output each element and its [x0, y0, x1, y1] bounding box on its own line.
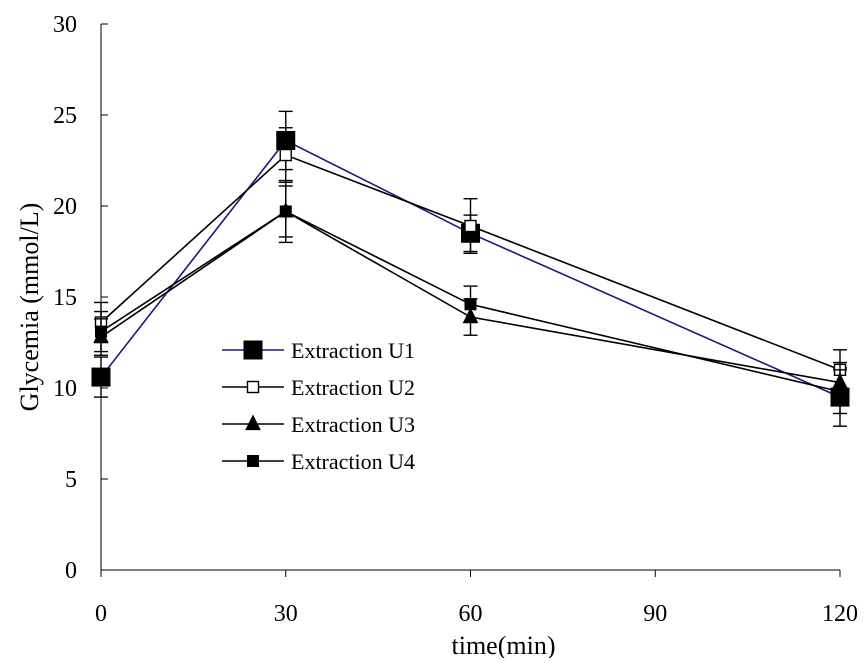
x-tick-label: 90	[643, 601, 667, 627]
legend-marker	[247, 455, 259, 467]
legend-entry-3: Extraction U3	[222, 412, 415, 437]
x-tick-label: 60	[459, 601, 483, 627]
data-point	[464, 219, 477, 233]
y-tick-label: 15	[53, 285, 77, 311]
y-axis-title: Glycemia (mmol/L)	[15, 203, 44, 412]
data-point	[95, 325, 107, 338]
legend-entry-4: Extraction U4	[222, 449, 415, 474]
series-4	[94, 179, 847, 415]
y-tick-label: 20	[53, 194, 77, 220]
legend-marker	[246, 380, 260, 394]
legend-entry-2: Extraction U2	[222, 375, 415, 400]
legend-label: Extraction U2	[291, 375, 415, 400]
legend-marker	[243, 340, 263, 360]
y-tick-label: 30	[53, 12, 77, 38]
data-point	[279, 148, 292, 162]
series-1	[91, 110, 850, 427]
y-tick-label: 0	[65, 558, 77, 584]
series-line	[100, 139, 841, 398]
legend: Extraction U1 Extraction U2 Extraction U3 E…	[222, 338, 415, 474]
legend-entry-1: Extraction U1	[222, 338, 415, 363]
data-point	[91, 367, 111, 387]
y-tick-label: 5	[65, 467, 77, 493]
x-axis-title: time(min)	[452, 631, 556, 658]
y-tick-label: 10	[53, 376, 77, 402]
data-point	[279, 205, 292, 218]
x-tick-label: 30	[274, 601, 298, 627]
legend-label: Extraction U1	[291, 338, 415, 363]
series-line	[100, 210, 841, 384]
x-tick-label: 120	[822, 601, 858, 627]
data-point	[834, 385, 846, 398]
y-tick-label: 25	[53, 103, 77, 129]
data-point	[464, 298, 477, 311]
series-line	[100, 154, 841, 371]
legend-label: Extraction U4	[291, 449, 415, 474]
series-line	[100, 210, 841, 393]
x-tick-label: 0	[95, 601, 107, 627]
legend-marker	[245, 414, 261, 431]
axes: 0 5 10 15 20 25 30 0 30 60 90 120	[53, 12, 858, 627]
series-layer	[91, 110, 850, 427]
legend-label: Extraction U3	[291, 412, 415, 437]
